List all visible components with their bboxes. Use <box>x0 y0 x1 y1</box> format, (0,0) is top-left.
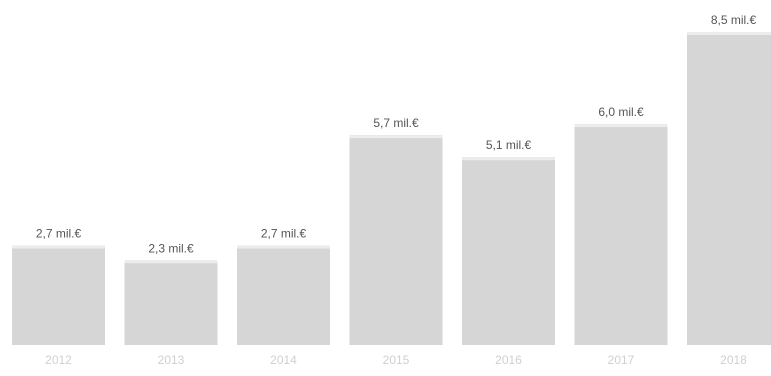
x-axis-ticks: 2012 2013 2014 2015 2016 2017 2018 <box>45 353 747 367</box>
data-label-2016: 5,1 mil.€ <box>486 138 532 152</box>
data-label-2015: 5,7 mil.€ <box>373 116 419 130</box>
bars-layer <box>12 32 771 345</box>
bar-top-edge-2013 <box>124 260 218 264</box>
bar-2012 <box>12 245 105 345</box>
bar-2017 <box>574 124 668 345</box>
data-label-2018: 8,5 mil.€ <box>711 13 757 27</box>
bar-2013 <box>124 260 218 345</box>
bar-2016 <box>462 157 555 345</box>
bar-top-edge-2014 <box>237 245 330 249</box>
bar-2018 <box>687 32 771 345</box>
bar-top-edge-2015 <box>349 135 443 139</box>
x-tick-2016: 2016 <box>495 353 522 367</box>
data-label-2017: 6,0 mil.€ <box>598 105 644 119</box>
bar-top-edge-2017 <box>574 124 668 128</box>
bar-2015 <box>349 135 443 345</box>
x-tick-2014: 2014 <box>270 353 297 367</box>
x-tick-2018: 2018 <box>720 353 747 367</box>
bar-top-edge-2016 <box>462 157 555 161</box>
bar-top-edge-2012 <box>12 245 105 249</box>
x-tick-2015: 2015 <box>383 353 410 367</box>
x-tick-2017: 2017 <box>608 353 635 367</box>
data-label-2012: 2,7 mil.€ <box>36 227 82 241</box>
x-tick-2013: 2013 <box>158 353 185 367</box>
data-label-2013: 2,3 mil.€ <box>148 241 194 255</box>
bar-2014 <box>237 245 330 345</box>
data-labels-layer: 2,7 mil.€ 2,3 mil.€ 2,7 mil.€ 5,7 mil.€ 5,1 … <box>36 13 757 255</box>
bar-top-edge-2018 <box>687 32 771 35</box>
data-label-2014: 2,7 mil.€ <box>261 227 307 241</box>
x-tick-2012: 2012 <box>45 353 72 367</box>
